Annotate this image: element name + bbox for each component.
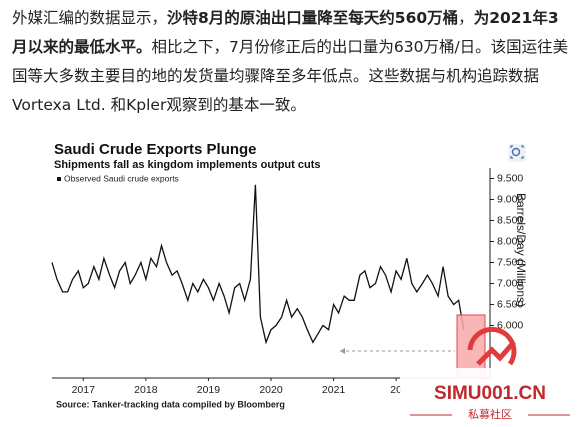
y-tick-label: 8.500 [497,214,523,226]
y-tick-label: 7.500 [497,256,523,268]
y-tick-label: 9.000 [497,193,523,205]
y-axis-label: Barrels/Day (Millions) [514,193,528,307]
y-tick-label: 6.500 [497,298,523,310]
x-tick-label: 2017 [72,384,96,396]
y-tick-label: 7.000 [497,277,523,289]
article-span: ， [458,9,474,27]
article-bold: 沙特8月的原油出口量降至每天约560万桶 [167,9,459,27]
watermark-text: SIMU001.CN [434,383,546,404]
x-tick-label: 2019 [197,384,221,396]
article-bold: 为2021年3月以来的最低水平。 [12,9,559,56]
y-tick-label: 9.500 [497,172,523,184]
chart-title: Saudi Crude Exports Plunge [54,141,257,158]
chart-subtitle: Shipments fall as kingdom implements out… [54,159,320,171]
article-span: 外媒汇编的数据显示， [12,9,168,27]
legend-label: Observed Saudi crude exports [64,173,179,183]
watermark-logo [467,326,517,366]
source-note: Source: Tanker-tracking data compiled by… [56,399,285,409]
article-text: 外媒汇编的数据显示，沙特8月的原油出口量降至每天约560万桶，为2021年3月以… [12,4,572,120]
reference-arrow [340,348,345,354]
watermark-sub: 私募社区 [468,407,512,421]
y-tick-label: 8.000 [497,235,523,247]
x-tick-label: 2020 [259,384,283,396]
expand-icon[interactable] [508,144,526,162]
x-tick-label: 2018 [134,384,158,396]
watermark-logo-arrow [476,340,516,366]
watermark-bg [400,368,580,427]
expand-icon-corners[interactable] [510,145,524,159]
data-line [51,184,465,345]
article-span: 相比之下，7月份修正后的出口量为630万桶/日。该国运往美国等大多数主要目的地的… [12,38,569,114]
legend-swatch [57,177,61,181]
y-tick-label: 6.000 [497,319,523,331]
watermark: SIMU001.CN 私募社区 [400,326,580,427]
expand-icon-glass[interactable] [511,147,521,157]
chart: Saudi Crude Exports Plunge Shipments fal… [42,130,580,427]
x-tick-label: 2021 [322,384,346,396]
x-tick-label: 20 [390,384,402,396]
